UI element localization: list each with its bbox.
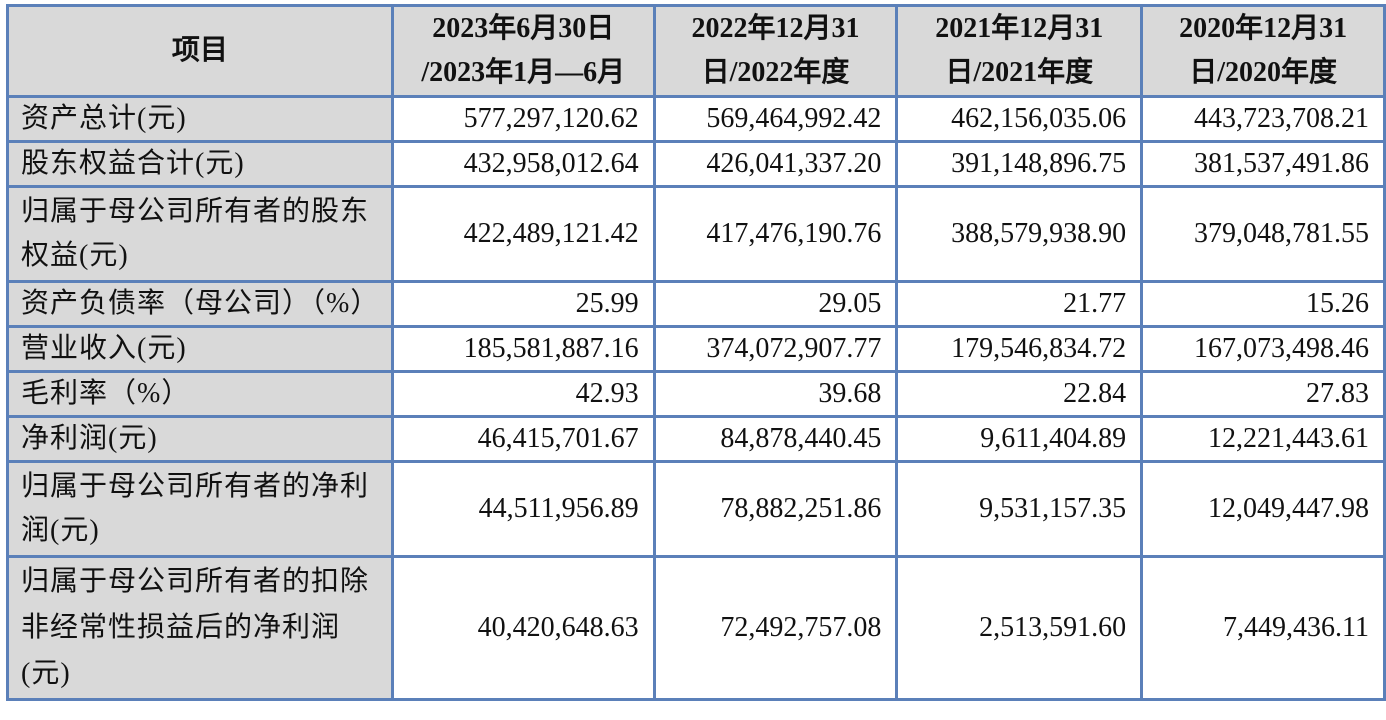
cell-value: 374,072,907.77 bbox=[652, 325, 899, 373]
cell-value: 388,579,938.90 bbox=[895, 185, 1144, 283]
header-line2: 日/2022年度 bbox=[701, 57, 850, 88]
table-row-revenue: 营业收入(元) 185,581,887.16 374,072,907.77 17… bbox=[6, 325, 1386, 373]
cell-value: 381,537,491.86 bbox=[1140, 140, 1386, 188]
cell-value: 22.84 bbox=[895, 370, 1144, 418]
cell-value: 7,449,436.11 bbox=[1140, 555, 1386, 701]
header-line1: 2023年6月30日 bbox=[432, 13, 615, 44]
header-row: 项目 2023年6月30日 /2023年1月—6月 2022年12月31 日/2… bbox=[6, 4, 1386, 98]
cell-value: 12,221,443.61 bbox=[1140, 415, 1386, 463]
cell-value: 462,156,035.06 bbox=[895, 95, 1144, 143]
row-label: 营业收入(元) bbox=[6, 325, 394, 373]
cell-value: 577,297,120.62 bbox=[390, 95, 656, 143]
cell-value: 42.93 bbox=[390, 370, 656, 418]
cell-value: 21.77 bbox=[895, 280, 1144, 328]
cell-value: 417,476,190.76 bbox=[652, 185, 899, 283]
table-row-deducted-net-profit: 归属于母公司所有者的扣除非经常性损益后的净利润(元) 40,420,648.63… bbox=[6, 555, 1386, 701]
cell-value: 426,041,337.20 bbox=[652, 140, 899, 188]
header-2023h1: 2023年6月30日 /2023年1月—6月 bbox=[390, 4, 656, 98]
cell-value: 25.99 bbox=[390, 280, 656, 328]
row-label: 股东权益合计(元) bbox=[6, 140, 394, 188]
financial-summary-table: 项目 2023年6月30日 /2023年1月—6月 2022年12月31 日/2… bbox=[6, 4, 1386, 701]
cell-value: 422,489,121.42 bbox=[390, 185, 656, 283]
row-label: 毛利率（%） bbox=[6, 370, 394, 418]
header-line2: 日/2021年度 bbox=[945, 57, 1094, 88]
cell-value: 443,723,708.21 bbox=[1140, 95, 1386, 143]
cell-value: 72,492,757.08 bbox=[652, 555, 899, 701]
header-item: 项目 bbox=[6, 4, 394, 98]
header-line2: 日/2020年度 bbox=[1189, 57, 1337, 88]
header-line1: 2020年12月31 bbox=[1179, 13, 1348, 44]
table-row-parent-net-profit: 归属于母公司所有者的净利润(元) 44,511,956.89 78,882,25… bbox=[6, 460, 1386, 558]
cell-value: 15.26 bbox=[1140, 280, 1386, 328]
cell-value: 39.68 bbox=[652, 370, 899, 418]
table-row-gross-margin: 毛利率（%） 42.93 39.68 22.84 27.83 bbox=[6, 370, 1386, 418]
row-label: 归属于母公司所有者的股东权益(元) bbox=[6, 185, 394, 283]
cell-value: 167,073,498.46 bbox=[1140, 325, 1386, 373]
cell-value: 379,048,781.55 bbox=[1140, 185, 1386, 283]
cell-value: 29.05 bbox=[652, 280, 899, 328]
row-label: 资产总计(元) bbox=[6, 95, 394, 143]
table-row-total-assets: 资产总计(元) 577,297,120.62 569,464,992.42 46… bbox=[6, 95, 1386, 143]
table-row-debt-ratio: 资产负债率（母公司）（%） 25.99 29.05 21.77 15.26 bbox=[6, 280, 1386, 328]
header-line1: 2021年12月31 bbox=[935, 13, 1104, 44]
header-line1: 2022年12月31 bbox=[691, 13, 860, 44]
table-row-net-profit: 净利润(元) 46,415,701.67 84,878,440.45 9,611… bbox=[6, 415, 1386, 463]
row-label: 资产负债率（母公司）（%） bbox=[6, 280, 394, 328]
header-2021: 2021年12月31 日/2021年度 bbox=[895, 4, 1144, 98]
cell-value: 44,511,956.89 bbox=[390, 460, 656, 558]
cell-value: 569,464,992.42 bbox=[652, 95, 899, 143]
header-item-label: 项目 bbox=[171, 35, 228, 66]
header-line2: /2023年1月—6月 bbox=[421, 57, 626, 88]
cell-value: 78,882,251.86 bbox=[652, 460, 899, 558]
cell-value: 185,581,887.16 bbox=[390, 325, 656, 373]
row-label: 净利润(元) bbox=[6, 415, 394, 463]
cell-value: 2,513,591.60 bbox=[895, 555, 1144, 701]
cell-value: 391,148,896.75 bbox=[895, 140, 1144, 188]
cell-value: 432,958,012.64 bbox=[390, 140, 656, 188]
cell-value: 12,049,447.98 bbox=[1140, 460, 1386, 558]
cell-value: 40,420,648.63 bbox=[390, 555, 656, 701]
table-row-total-equity: 股东权益合计(元) 432,958,012.64 426,041,337.20 … bbox=[6, 140, 1386, 188]
cell-value: 9,531,157.35 bbox=[895, 460, 1144, 558]
header-2020: 2020年12月31 日/2020年度 bbox=[1140, 4, 1386, 98]
cell-value: 179,546,834.72 bbox=[895, 325, 1144, 373]
header-2022: 2022年12月31 日/2022年度 bbox=[652, 4, 899, 98]
row-label: 归属于母公司所有者的净利润(元) bbox=[6, 460, 394, 558]
cell-value: 46,415,701.67 bbox=[390, 415, 656, 463]
cell-value: 27.83 bbox=[1140, 370, 1386, 418]
cell-value: 84,878,440.45 bbox=[652, 415, 899, 463]
table-row-parent-equity: 归属于母公司所有者的股东权益(元) 422,489,121.42 417,476… bbox=[6, 185, 1386, 283]
cell-value: 9,611,404.89 bbox=[895, 415, 1144, 463]
row-label: 归属于母公司所有者的扣除非经常性损益后的净利润(元) bbox=[6, 555, 394, 701]
